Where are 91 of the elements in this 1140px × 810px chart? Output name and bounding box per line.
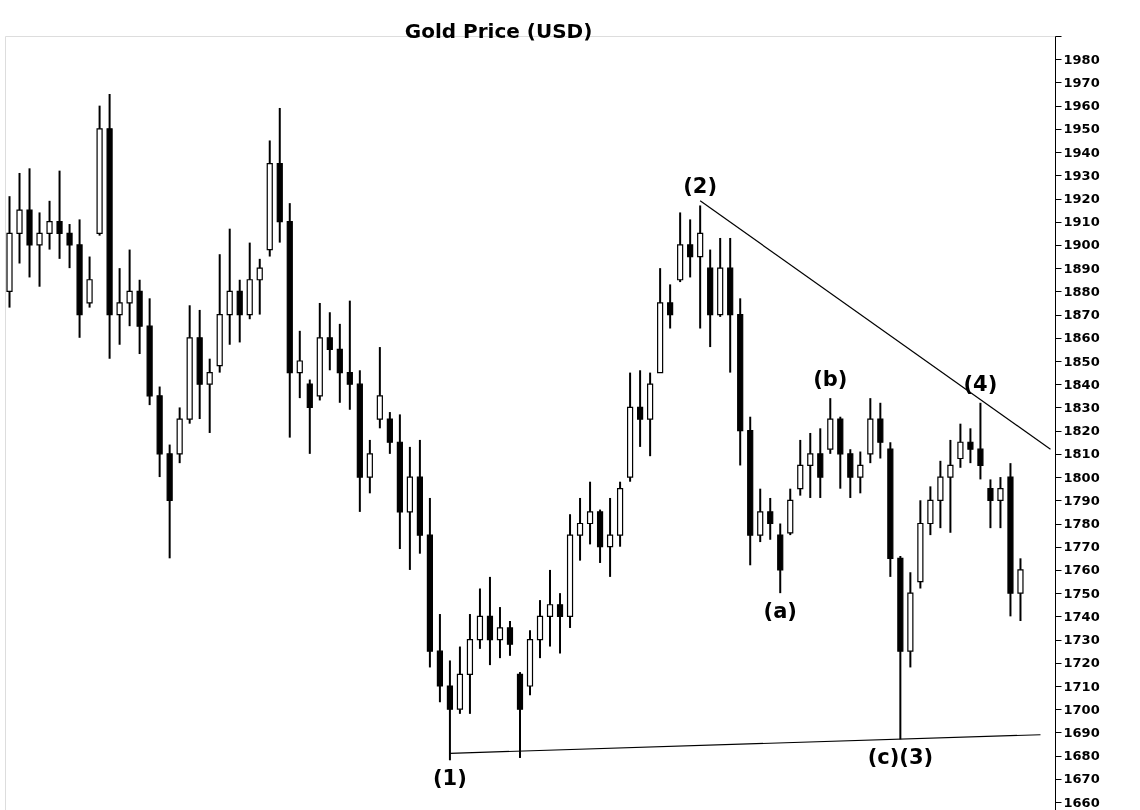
candlestick (997, 476, 1004, 530)
y-tick-label: 1820 (1063, 423, 1100, 439)
y-tick-label: 1860 (1063, 330, 1100, 346)
y-tick-label: 1700 (1063, 701, 1100, 717)
y-tick-label: 1760 (1063, 562, 1100, 578)
candlestick (56, 169, 63, 260)
y-tick-label: 1960 (1063, 98, 1100, 114)
candlestick (767, 496, 774, 541)
candlestick (807, 431, 814, 499)
y-tick-label: 1900 (1063, 237, 1100, 253)
candlestick (757, 487, 764, 544)
candlestick (256, 257, 263, 316)
candlestick (697, 204, 704, 330)
candlestick (226, 227, 233, 346)
y-tick-label: 1880 (1063, 283, 1100, 299)
y-tick-label: 1830 (1063, 399, 1100, 415)
y-tick-label: 1910 (1063, 214, 1100, 230)
y-tick-label: 1970 (1063, 74, 1100, 90)
candlestick (536, 599, 544, 660)
candlestick (476, 587, 484, 650)
candlestick (366, 438, 373, 495)
candlestick (326, 311, 333, 372)
candlestick (386, 411, 393, 455)
candlestick (376, 346, 383, 430)
candlestick (206, 357, 213, 434)
y-tick-label: 1790 (1063, 492, 1100, 508)
y-tick-label: 1870 (1063, 307, 1100, 323)
candlestick (937, 459, 944, 530)
candlestick (496, 606, 504, 660)
candlestick (977, 401, 984, 481)
chart-title: Gold Price (USD) (404, 19, 593, 43)
y-tick-label: 1730 (1063, 632, 1100, 648)
y-tick-label: 1770 (1063, 539, 1100, 555)
candlestick (36, 211, 43, 288)
candlestick (126, 248, 133, 328)
candlestick (797, 438, 804, 497)
candlestick (637, 369, 644, 448)
candlestick (66, 223, 73, 270)
y-tick-label: 1740 (1063, 608, 1100, 624)
candlestick (336, 322, 343, 404)
text: (2) (683, 174, 718, 199)
candlestick (1017, 557, 1024, 622)
y-tick-label: 1670 (1063, 771, 1100, 787)
text: (1) (433, 766, 467, 791)
candlestick (857, 450, 864, 495)
y-tick-label: 1690 (1063, 724, 1100, 740)
y-tick-label: 1680 (1063, 748, 1100, 764)
y-tick-label: 1840 (1063, 376, 1100, 392)
candlestick (927, 485, 934, 537)
candlestick (346, 299, 353, 411)
candlestick (306, 378, 313, 455)
y-tick-label: 1950 (1063, 121, 1100, 137)
y-tick-label: 1890 (1063, 260, 1100, 276)
candlestick (486, 575, 494, 667)
y-tick-label: 1930 (1063, 167, 1100, 183)
y-tick-label: 1940 (1063, 144, 1100, 160)
y-tick-label: 1920 (1063, 191, 1100, 206)
y-tick-label: 1810 (1063, 446, 1100, 462)
candlestick (847, 448, 854, 499)
candlestick (877, 401, 884, 460)
candlestick (967, 427, 974, 465)
candlestick (687, 218, 694, 279)
y-tick-label: 1710 (1063, 678, 1100, 694)
candlestick (46, 199, 53, 251)
candlestick (586, 480, 594, 546)
y-tick-label: 1980 (1063, 51, 1100, 67)
candlestick (296, 329, 303, 400)
candlestick (817, 427, 824, 499)
candlestick (987, 478, 994, 530)
candlestick (667, 283, 674, 330)
text: (c)(3) (867, 745, 934, 770)
candlestick (947, 438, 954, 534)
candlestick (606, 496, 614, 578)
y-tick-label: 1850 (1063, 353, 1100, 369)
candlestick (556, 592, 564, 655)
candlestick (236, 278, 243, 344)
candlestick (116, 267, 123, 346)
y-tick-label: 1720 (1063, 655, 1100, 671)
candlestick (576, 496, 584, 562)
text: (4) (963, 371, 998, 396)
candlestick (16, 171, 23, 265)
y-tick-label: 1660 (1063, 794, 1100, 810)
candlestick (506, 620, 514, 657)
y-tick-label: 1780 (1063, 516, 1100, 531)
y-tick-label: 1750 (1063, 585, 1100, 601)
y-tick-label: 1800 (1063, 469, 1100, 485)
candlestick (957, 422, 964, 469)
candlestick (546, 568, 554, 648)
text: (a) (763, 599, 797, 624)
candlestick (86, 255, 93, 309)
text: (b) (813, 367, 848, 392)
